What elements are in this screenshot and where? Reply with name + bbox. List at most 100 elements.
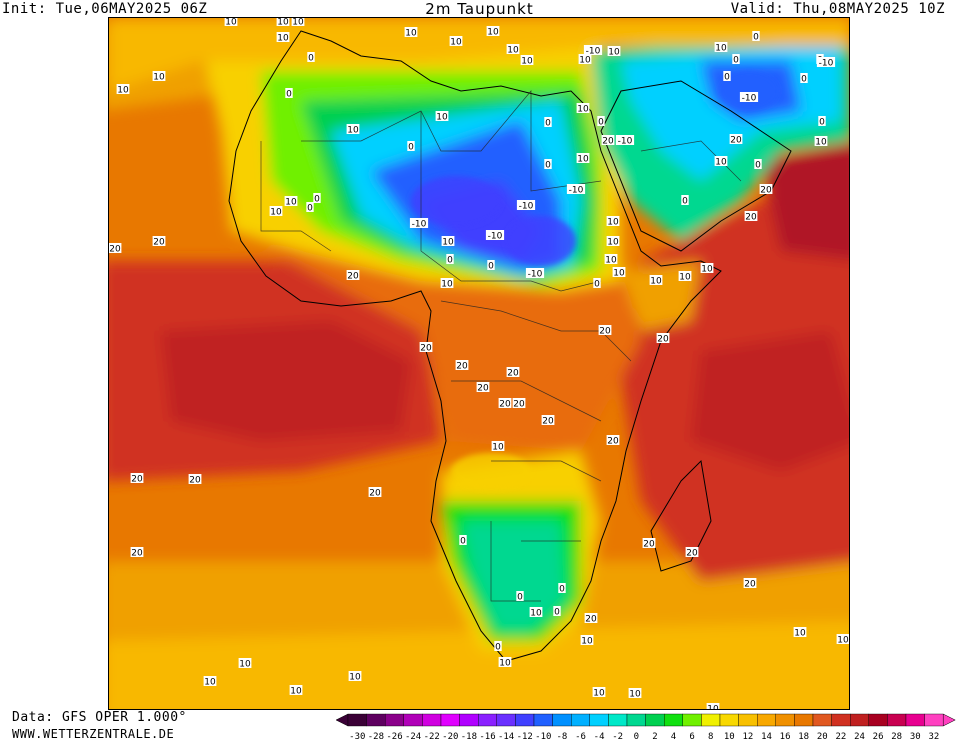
contour-label-text: 10 — [239, 660, 251, 670]
contour-label-text: 10 — [837, 636, 849, 646]
colorbar-legend: -30 -28 -26 -24 -22 -20 -18 -16 -14 -12 -10 -8 -6 -4-… — [336, 713, 956, 741]
colorbar-tick-label: 18 — [798, 732, 809, 741]
colorbar-left-arrow — [336, 713, 349, 727]
colorbar-tick-label: -24 — [405, 732, 421, 741]
contour-label: 10 — [836, 634, 849, 646]
contour-label-text: 10 — [608, 48, 620, 58]
contour-label: 20 — [455, 360, 469, 372]
contour-label: 10 — [628, 688, 642, 700]
contour-label: 0 — [544, 117, 552, 129]
colorbar-tick-label: -16 — [479, 732, 495, 741]
contour-label: 20 — [498, 398, 512, 410]
contour-label: 20 — [541, 415, 555, 427]
colorbar-swatch — [589, 713, 609, 727]
contour-label-text: -10 — [412, 220, 427, 230]
contour-label: 10 — [291, 18, 305, 28]
contour-label: 20 — [130, 547, 144, 559]
contour-label-text: -10 — [742, 94, 757, 104]
contour-label: 20 — [512, 398, 526, 410]
contour-label-text: 20 — [420, 344, 432, 354]
contour-label: 20 — [601, 135, 615, 147]
contour-label: 20 — [109, 243, 122, 255]
colorbar-swatch — [682, 713, 702, 727]
map-title: 2m Taupunkt — [425, 0, 534, 18]
contour-label-text: 20 — [760, 186, 772, 196]
contour-label-text: 0 — [545, 161, 551, 171]
colorbar-tick-label: 16 — [780, 732, 791, 741]
contour-label: 10 — [276, 18, 290, 28]
colorbar-swatch — [403, 713, 423, 727]
contour-label-text: 10 — [715, 44, 727, 54]
colorbar-tick-label: 28 — [891, 732, 902, 741]
contour-label-text: 10 — [679, 273, 691, 283]
contour-label-text: 0 — [408, 143, 414, 153]
colorbar-tick-label: -6 — [575, 732, 586, 741]
contour-label: 0 — [313, 193, 321, 205]
contour-label-text: 20 — [744, 580, 756, 590]
colorbar-swatch — [552, 713, 572, 727]
contour-label-text: 10 — [715, 158, 727, 168]
contour-label: 10 — [435, 111, 449, 123]
contour-label: -10 — [816, 57, 836, 69]
contour-label: 20 — [130, 473, 144, 485]
colorbar-tick-label: 22 — [835, 732, 846, 741]
contour-label-text: 20 — [542, 417, 554, 427]
contour-label-text: 20 — [513, 400, 525, 410]
website-url[interactable]: WWW.WETTERZENTRALE.DE — [12, 727, 175, 741]
colorbar-tick-label: 32 — [928, 732, 939, 741]
contour-label: 20 — [506, 367, 520, 379]
dewpoint-map: 101010101010101010101010-101010000-1000-… — [109, 18, 849, 709]
contour-label: 0 — [407, 141, 415, 153]
colorbar-swatch — [570, 713, 590, 727]
contour-label-text: 10 — [204, 678, 216, 688]
contour-label-text: 0 — [545, 119, 551, 129]
contour-label-text: 0 — [755, 161, 761, 171]
init-time: Init: Tue,06MAY2025 06Z — [2, 1, 208, 17]
contour-label: 10 — [606, 216, 620, 228]
contour-label: 10 — [506, 44, 520, 56]
colorbar-swatch — [347, 713, 367, 727]
contour-label: 10 — [491, 441, 505, 453]
colorbar-swatch — [831, 713, 851, 727]
contour-label-text: 10 — [577, 105, 589, 115]
colorbar-tick-label: 24 — [854, 732, 865, 741]
contour-label: 0 — [494, 641, 502, 653]
colorbar-tick-label: -26 — [386, 732, 402, 741]
contour-label: -10 — [615, 135, 635, 147]
contour-label-text: 10 — [117, 86, 129, 96]
contour-label: 10 — [346, 124, 360, 136]
contour-label-text: 10 — [607, 218, 619, 228]
contour-label-text: -10 — [519, 202, 534, 212]
contour-label-text: 10 — [593, 689, 605, 699]
contour-label-text: 20 — [347, 272, 359, 282]
colorbar-swatch — [738, 713, 758, 727]
contour-label-text: 0 — [733, 56, 739, 66]
contour-labels: 101010101010101010101010-101010000-1000-… — [109, 18, 849, 709]
contour-label-text: 0 — [517, 593, 523, 603]
contour-label: 20 — [476, 382, 490, 394]
contour-label: 20 — [188, 474, 202, 486]
contour-label: 0 — [818, 116, 826, 128]
colorbar-swatch — [533, 713, 553, 727]
contour-label-text: 20 — [602, 137, 614, 147]
colorbar-tick-label: 4 — [671, 732, 676, 741]
contour-label: 0 — [754, 159, 762, 171]
contour-label: 0 — [800, 73, 808, 85]
coastlines — [228, 30, 792, 662]
contour-label-text: 10 — [521, 57, 533, 67]
colorbar-swatch — [385, 713, 405, 727]
valid-time: Valid: Thu,08MAY2025 10Z — [730, 1, 945, 17]
contour-label: -10 — [485, 230, 505, 242]
contour-label-text: 20 — [456, 362, 468, 372]
contour-label: 10 — [269, 206, 283, 218]
contour-label-text: 10 — [579, 56, 591, 66]
contour-label: 10 — [440, 278, 454, 290]
contour-label-text: 0 — [753, 33, 759, 43]
contour-label-text: 0 — [488, 262, 494, 272]
contour-label-text: 0 — [286, 90, 292, 100]
contour-label: 0 — [597, 116, 605, 128]
contour-label-text: 20 — [109, 245, 121, 255]
contour-label: 10 — [714, 42, 728, 54]
contour-label-text: 20 — [131, 549, 143, 559]
contour-label-text: 20 — [499, 400, 511, 410]
